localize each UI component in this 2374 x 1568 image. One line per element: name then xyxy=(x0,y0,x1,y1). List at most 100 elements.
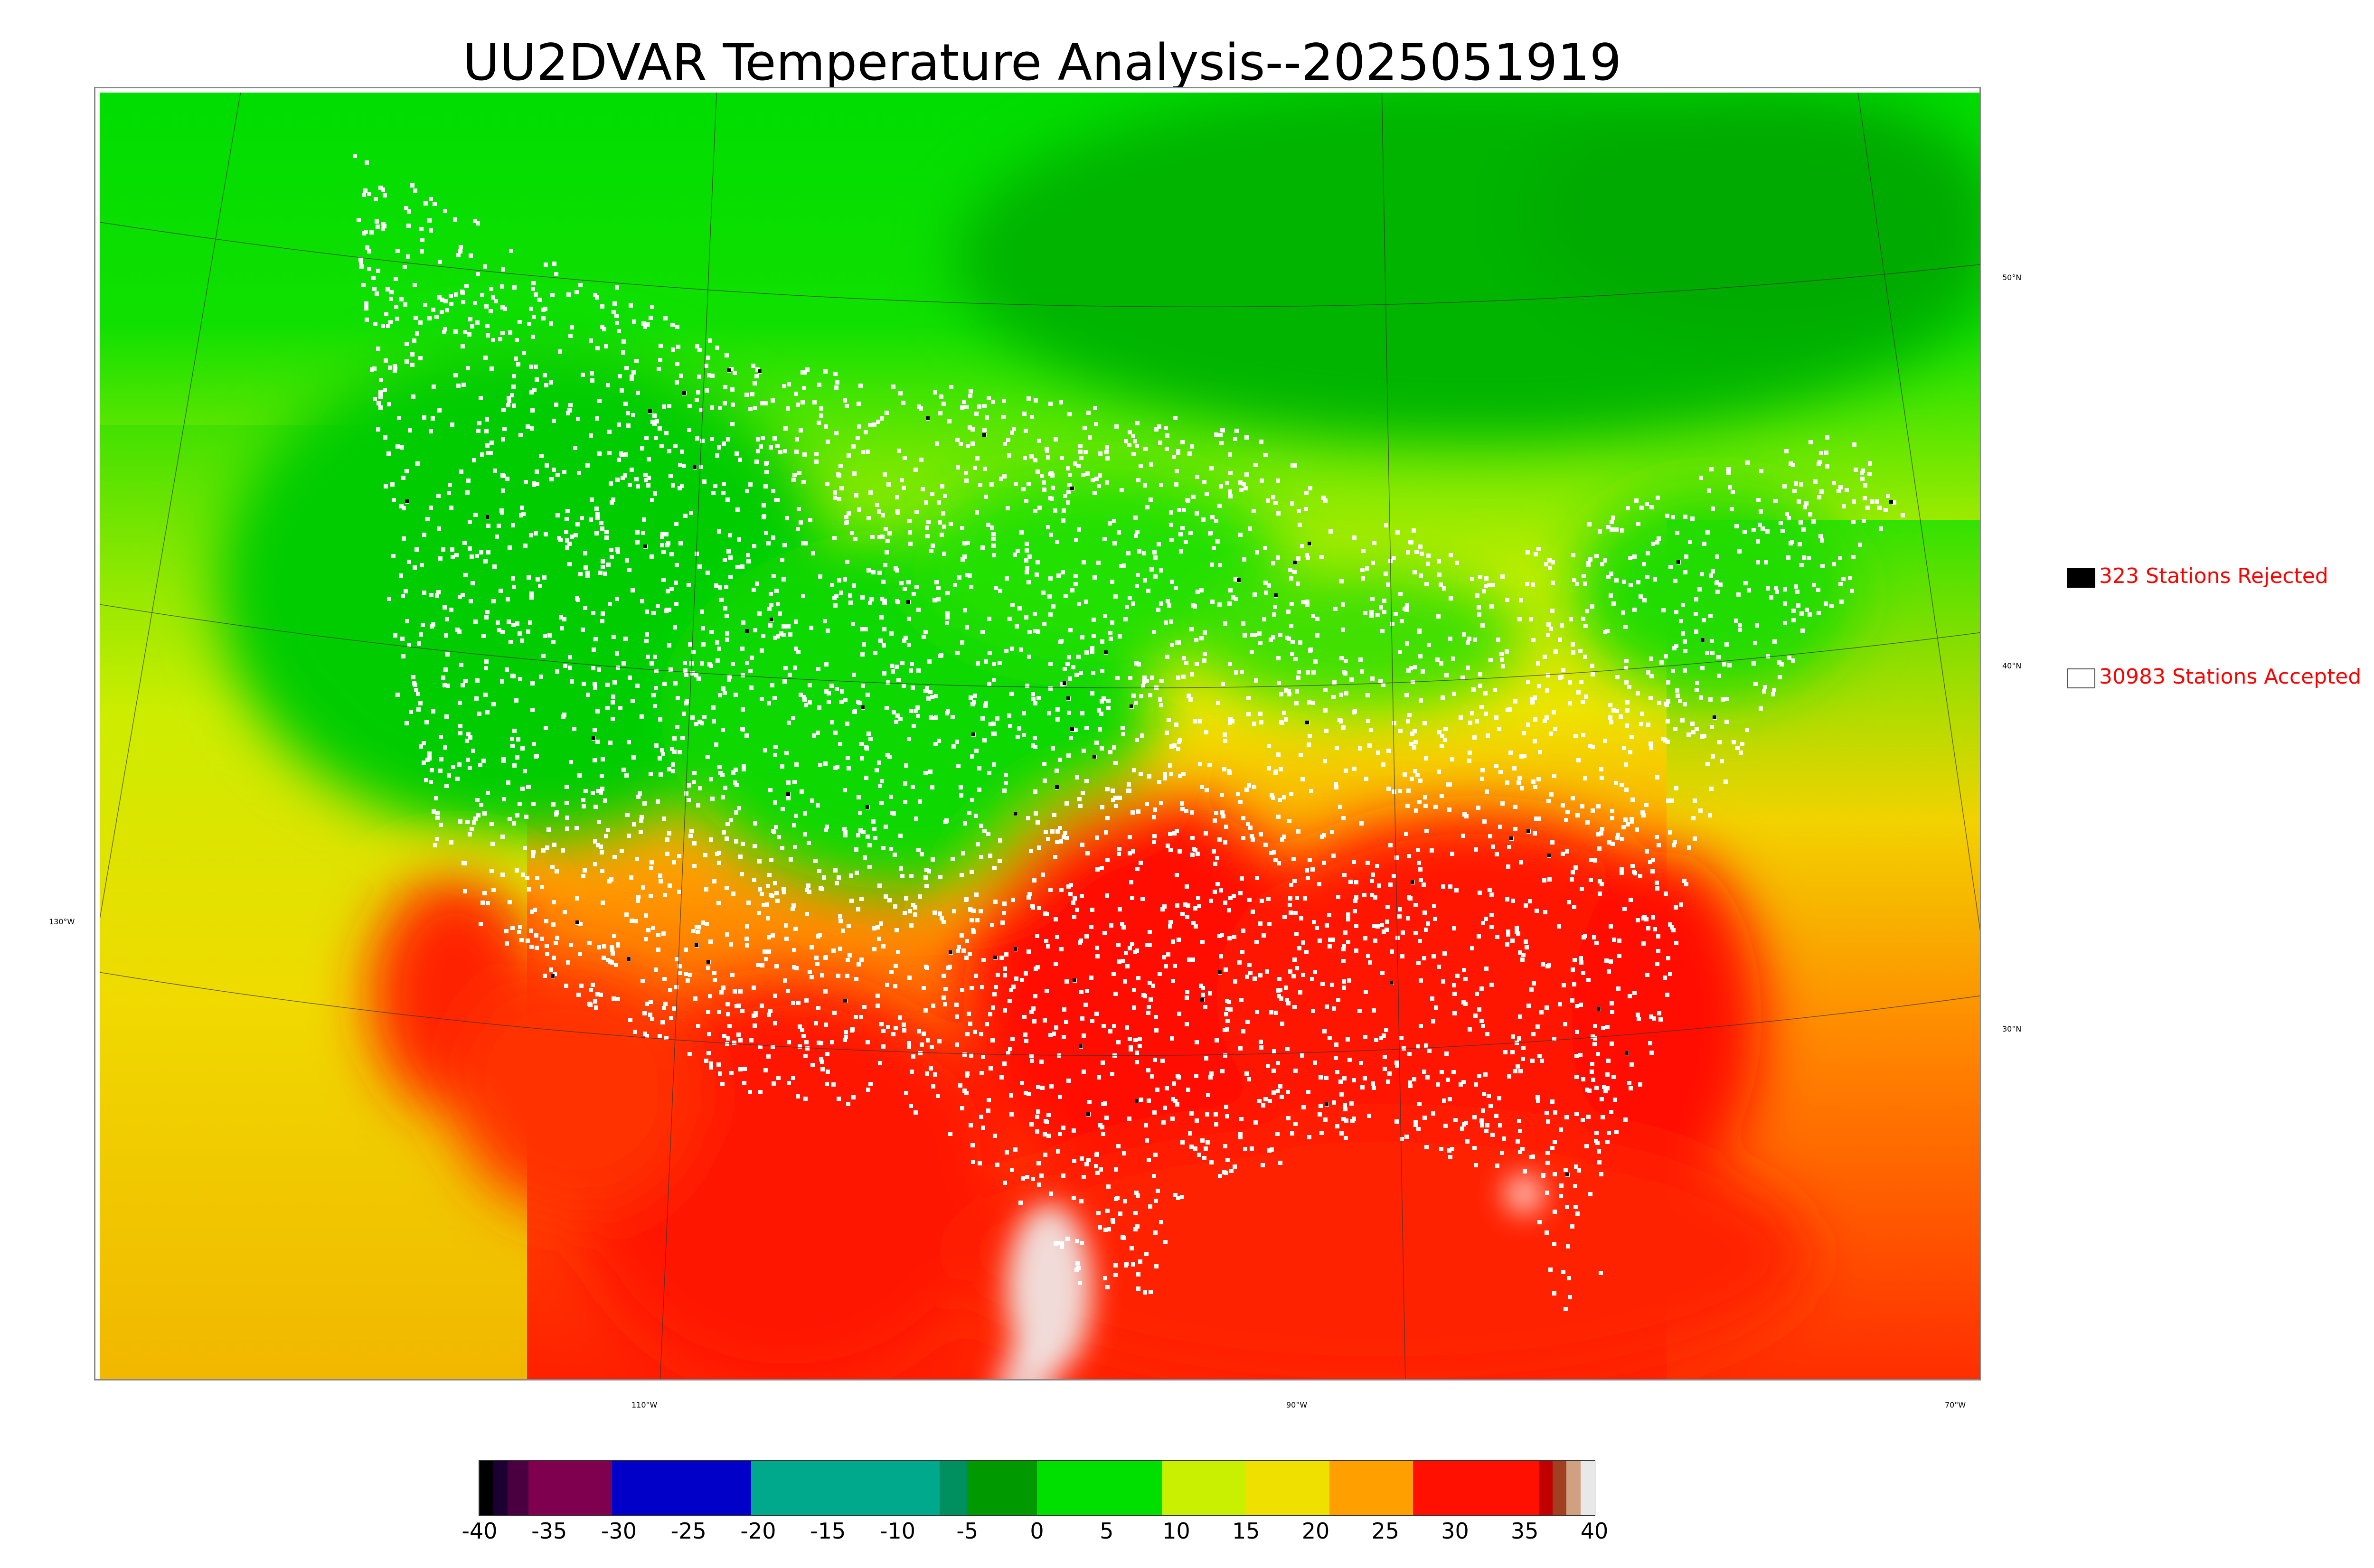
accepted-station-marker xyxy=(529,595,534,600)
accepted-station-marker xyxy=(833,372,838,376)
accepted-station-marker xyxy=(822,875,826,880)
accepted-station-marker xyxy=(1135,738,1139,742)
accepted-station-marker xyxy=(486,333,490,338)
accepted-station-marker xyxy=(742,764,746,768)
accepted-station-marker xyxy=(1637,1017,1641,1021)
accepted-station-marker xyxy=(1738,628,1742,632)
accepted-station-marker xyxy=(644,913,648,918)
accepted-station-marker xyxy=(1474,1163,1478,1167)
accepted-station-marker xyxy=(1447,1148,1451,1153)
accepted-station-marker xyxy=(980,716,985,721)
accepted-station-marker xyxy=(935,441,939,446)
accepted-station-marker xyxy=(773,753,777,757)
accepted-station-marker xyxy=(1035,573,1039,577)
accepted-station-marker xyxy=(1103,614,1107,618)
accepted-station-marker xyxy=(1342,944,1346,948)
accepted-station-marker xyxy=(1067,711,1071,715)
accepted-station-marker xyxy=(1553,727,1557,731)
accepted-station-marker xyxy=(641,885,645,890)
accepted-station-marker xyxy=(1668,565,1673,569)
accepted-station-marker xyxy=(995,716,999,721)
accepted-station-marker xyxy=(1648,1041,1652,1045)
accepted-station-marker xyxy=(761,634,765,638)
accepted-station-marker xyxy=(758,1090,763,1094)
accepted-station-marker xyxy=(1055,769,1059,773)
accepted-station-marker xyxy=(923,1008,928,1013)
accepted-station-marker xyxy=(624,452,628,457)
accepted-station-marker xyxy=(531,281,536,285)
accepted-station-marker xyxy=(1636,918,1640,922)
accepted-station-marker xyxy=(1596,832,1601,836)
accepted-station-marker xyxy=(1550,1146,1554,1150)
accepted-station-marker xyxy=(742,1081,746,1085)
accepted-station-marker xyxy=(463,330,467,334)
accepted-station-marker xyxy=(918,1051,923,1055)
accepted-station-marker xyxy=(738,1067,743,1071)
accepted-station-marker xyxy=(1709,787,1714,791)
accepted-station-marker xyxy=(820,973,824,977)
accepted-station-marker xyxy=(1510,1050,1515,1054)
accepted-station-marker xyxy=(1331,938,1335,942)
accepted-station-marker xyxy=(392,498,396,502)
accepted-station-marker xyxy=(491,599,496,603)
accepted-station-marker xyxy=(568,403,573,407)
accepted-station-marker xyxy=(794,392,798,396)
accepted-station-marker xyxy=(1711,507,1715,511)
accepted-station-marker xyxy=(988,854,992,858)
accepted-station-marker xyxy=(1214,432,1218,437)
accepted-station-marker xyxy=(1204,1056,1208,1061)
accepted-station-marker xyxy=(1060,1241,1064,1246)
accepted-station-marker xyxy=(1061,1174,1065,1178)
accepted-station-marker xyxy=(376,427,380,432)
accepted-station-marker xyxy=(438,556,443,561)
accepted-station-marker xyxy=(1230,719,1234,723)
accepted-station-marker xyxy=(1444,673,1449,677)
accepted-station-marker xyxy=(1360,1085,1365,1089)
accepted-station-marker xyxy=(1620,837,1624,841)
accepted-station-marker xyxy=(979,909,983,913)
accepted-station-marker xyxy=(479,803,483,807)
accepted-station-marker xyxy=(1277,977,1281,981)
accepted-station-marker xyxy=(1678,699,1682,703)
accepted-station-marker xyxy=(861,830,866,834)
accepted-station-marker xyxy=(1150,1074,1154,1079)
accepted-station-marker xyxy=(1797,499,1801,504)
accepted-station-marker xyxy=(555,936,559,940)
accepted-station-marker xyxy=(968,952,972,956)
accepted-station-marker xyxy=(1303,896,1307,901)
accepted-station-marker xyxy=(419,632,423,637)
accepted-station-marker xyxy=(712,971,716,975)
accepted-station-marker xyxy=(1605,1140,1610,1144)
accepted-station-marker xyxy=(1642,915,1647,920)
accepted-station-marker xyxy=(1154,427,1159,432)
accepted-station-marker xyxy=(485,324,490,328)
accepted-station-marker xyxy=(1526,550,1530,554)
accepted-station-marker xyxy=(1419,698,1423,703)
accepted-station-marker xyxy=(508,545,512,550)
accepted-station-marker xyxy=(478,763,482,767)
accepted-station-marker xyxy=(1324,729,1328,733)
accepted-station-marker xyxy=(1478,575,1482,579)
accepted-station-marker xyxy=(1824,451,1828,455)
accepted-station-marker xyxy=(1273,501,1278,505)
accepted-station-marker xyxy=(443,745,447,750)
accepted-station-marker xyxy=(1328,1036,1332,1040)
accepted-station-marker xyxy=(1093,575,1097,580)
accepted-station-marker xyxy=(1412,745,1416,750)
accepted-station-marker xyxy=(1172,831,1177,836)
accepted-station-marker xyxy=(624,773,629,778)
accepted-station-marker xyxy=(799,428,803,432)
accepted-station-marker xyxy=(1550,840,1554,845)
accepted-station-marker xyxy=(1024,558,1028,563)
accepted-station-marker xyxy=(1437,965,1441,969)
accepted-station-marker xyxy=(1174,586,1178,590)
accepted-station-marker xyxy=(1573,1184,1577,1188)
accepted-station-marker xyxy=(1035,1129,1039,1134)
accepted-station-marker xyxy=(1597,1160,1602,1164)
accepted-station-marker xyxy=(909,709,913,713)
accepted-station-marker xyxy=(1705,651,1709,655)
accepted-station-marker xyxy=(1014,482,1018,486)
accepted-station-marker xyxy=(847,924,851,928)
accepted-station-marker xyxy=(1681,631,1685,636)
accepted-station-marker xyxy=(458,249,462,254)
